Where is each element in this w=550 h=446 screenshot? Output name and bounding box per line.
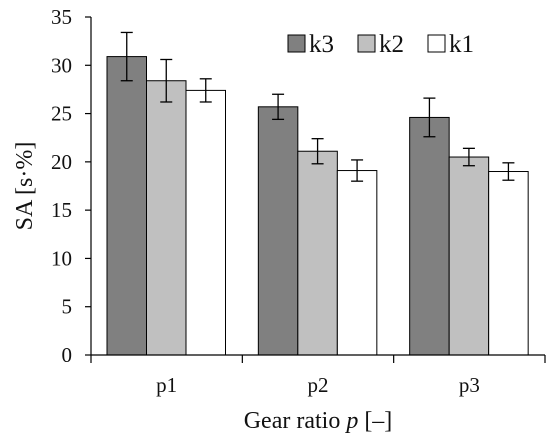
legend-swatch-k2 xyxy=(357,34,376,53)
bar-k1-p2 xyxy=(336,170,378,356)
bar-k2-p3 xyxy=(448,156,490,356)
bars xyxy=(106,56,529,356)
error-bar-k3-p2 xyxy=(272,93,285,121)
error-bars xyxy=(120,31,515,182)
legend: k3 k2 k1 xyxy=(287,31,474,58)
legend-swatch-k3 xyxy=(287,34,306,53)
error-bar-k3-p3 xyxy=(423,97,436,138)
y-tick-label: 10 xyxy=(51,246,72,270)
error-bar-k3-p1 xyxy=(120,31,133,82)
bar-k3-p2 xyxy=(257,106,299,356)
x-axis-label: Gear ratio p [–] xyxy=(244,408,393,434)
x-axis-ticks: p1 p2 p3 xyxy=(90,355,546,397)
x-axis-label-suffix: [–] xyxy=(358,408,392,434)
error-bar-k1-p1 xyxy=(199,78,212,103)
y-tick-label: 35 xyxy=(51,5,72,29)
legend-label-k1: k1 xyxy=(449,31,474,58)
error-bar-k1-p2 xyxy=(351,159,364,182)
y-tick-label: 25 xyxy=(51,102,72,126)
y-tick-label: 30 xyxy=(51,53,72,77)
legend-label-k3: k3 xyxy=(309,31,334,58)
x-tick-label: p1 xyxy=(156,373,177,397)
legend-swatch-k1 xyxy=(427,34,446,53)
y-tick-label: 0 xyxy=(62,343,73,367)
bar-k1-p3 xyxy=(488,171,529,356)
y-tick-label: 15 xyxy=(51,198,72,222)
y-tick-label: 20 xyxy=(51,150,72,174)
bar-k3-p1 xyxy=(106,56,147,356)
bar-k2-p2 xyxy=(297,150,338,356)
y-axis-label: SA [s·%] xyxy=(12,142,38,231)
x-tick-label: p3 xyxy=(459,373,480,397)
y-tick-label: 5 xyxy=(62,295,73,319)
legend-label-k2: k2 xyxy=(379,31,404,58)
bar-k2-p1 xyxy=(146,80,187,356)
x-axis-label-prefix: Gear ratio xyxy=(244,408,347,434)
y-axis-ticks: 0 5 10 15 20 25 30 35 xyxy=(51,5,91,367)
error-bar-k2-p2 xyxy=(311,138,324,165)
x-tick-label: p2 xyxy=(308,373,329,397)
error-bar-k1-p3 xyxy=(502,162,515,181)
error-bar-k2-p1 xyxy=(160,58,173,103)
error-bar-k2-p3 xyxy=(462,147,475,167)
bar-k1-p1 xyxy=(185,89,226,356)
x-axis-label-symbol: p xyxy=(344,408,358,434)
bar-k3-p3 xyxy=(409,116,450,356)
